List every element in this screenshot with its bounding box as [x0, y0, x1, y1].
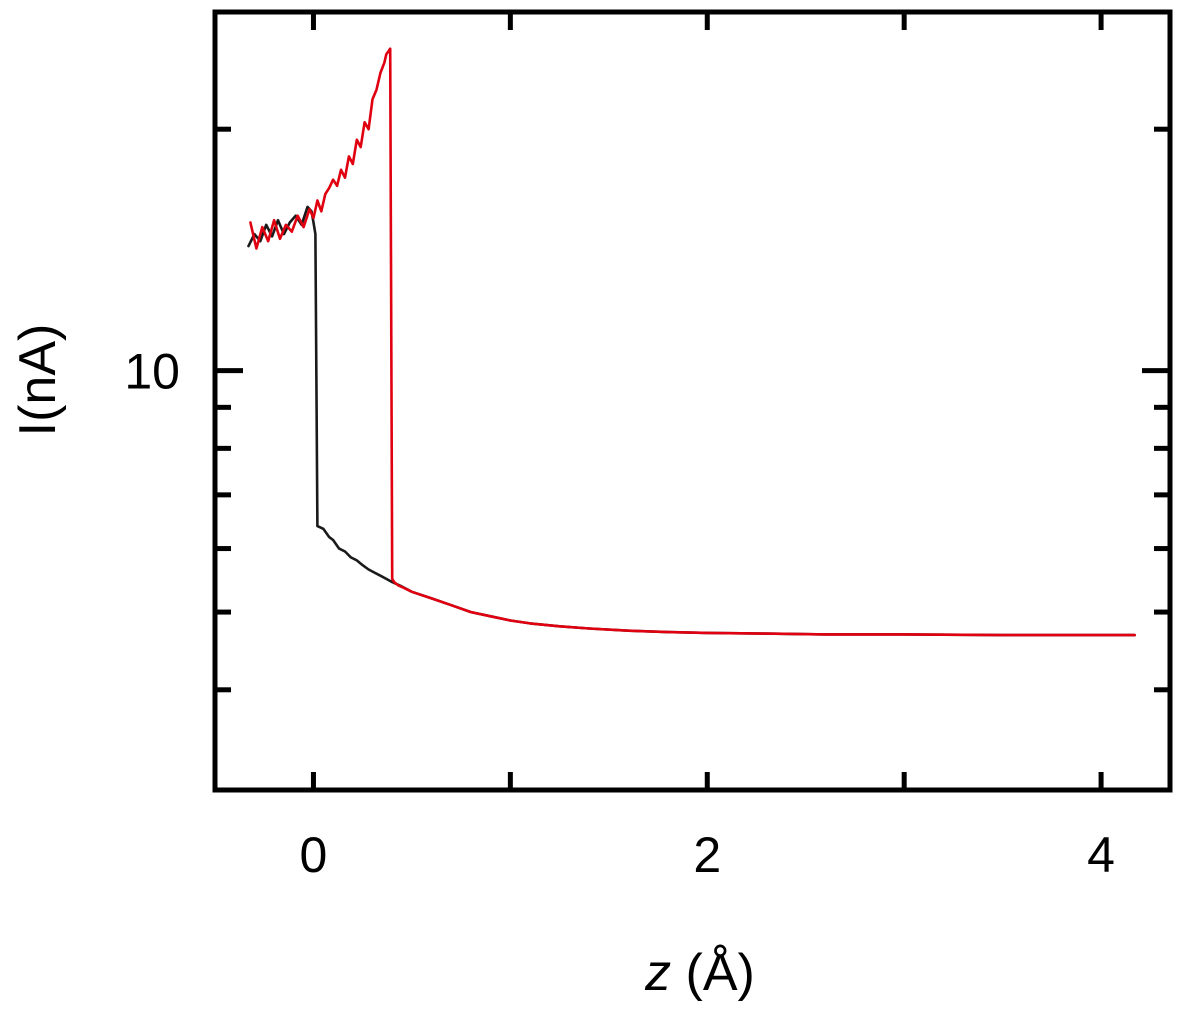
x-tick-label: 2 — [693, 827, 721, 883]
series-line-red — [249, 47, 1136, 637]
axis-ticks — [215, 12, 1170, 790]
x-axis-variable: z — [644, 944, 671, 1002]
y-tick-label: 10 — [124, 344, 180, 400]
series-line-black — [247, 205, 1136, 637]
plot-area-border — [212, 9, 1173, 793]
x-tick-label: 4 — [1087, 827, 1115, 883]
plot-frame — [212, 9, 1173, 793]
y-axis-title: I(nA) — [9, 324, 67, 437]
tick-labels: 0 2 4 10 — [124, 344, 1115, 883]
x-axis-unit: (Å) — [671, 944, 755, 1002]
series-layer — [247, 47, 1136, 637]
x-axis-title: z (Å) — [644, 944, 755, 1002]
x-tick-label: 0 — [300, 827, 328, 883]
